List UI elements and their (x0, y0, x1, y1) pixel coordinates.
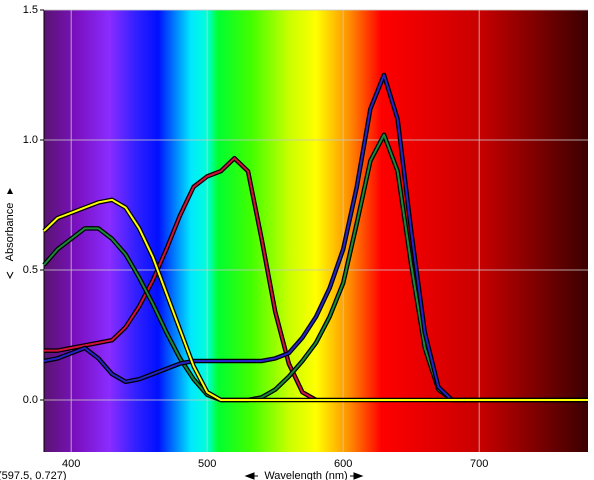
y-tick-label: 1.0 (23, 134, 38, 146)
spectrum-background (44, 10, 588, 452)
x-arrow-right (350, 472, 364, 480)
x-tick-label: 700 (470, 458, 488, 470)
x-tick-label: 400 (62, 458, 80, 470)
x-tick-label: 500 (198, 458, 216, 470)
series-line (43, 198, 588, 401)
cursor-readout: (597.5, 0.727) (0, 470, 67, 480)
series-line (44, 157, 317, 401)
x-axis-label: Wavelength (nm) (264, 470, 347, 480)
y-arrow-down (6, 271, 14, 280)
x-arrow-left (244, 472, 258, 480)
y-tick-label: 0.0 (23, 394, 38, 406)
y-tick-label: 0.5 (23, 264, 38, 276)
y-tick-label: 1.5 (23, 4, 38, 16)
y-axis-label: Absorbance (4, 203, 16, 262)
y-arrow-up (7, 188, 13, 194)
x-tick-label: 600 (334, 458, 352, 470)
